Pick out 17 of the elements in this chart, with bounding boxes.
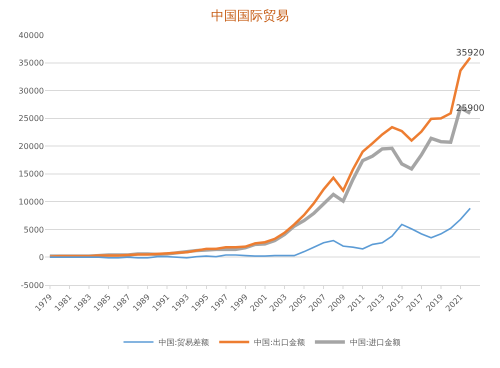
y-tick-label: -5000 [20,280,44,290]
y-tick-label: 35000 [18,58,44,68]
legend-label: 中国:出口金额 [254,338,305,348]
y-tick-label: 10000 [18,197,44,206]
y-tick-label: 5000 [24,225,44,234]
y-tick-label: 20000 [18,142,44,151]
y-tick-label: 40000 [18,30,44,40]
data-label: 35920 [456,48,485,58]
y-tick-label: 15000 [18,170,44,179]
y-tick-label: 25000 [18,114,44,124]
y-tick-label: 0 [38,253,44,262]
y-tick-label: 30000 [18,86,44,96]
chart-title: 中国国际贸易 [211,9,289,24]
legend-label: 中国:进口金额 [350,338,401,348]
legend-label: 中国:贸易差额 [158,338,210,348]
data-label: 25900 [456,104,485,114]
line-series [49,208,472,259]
